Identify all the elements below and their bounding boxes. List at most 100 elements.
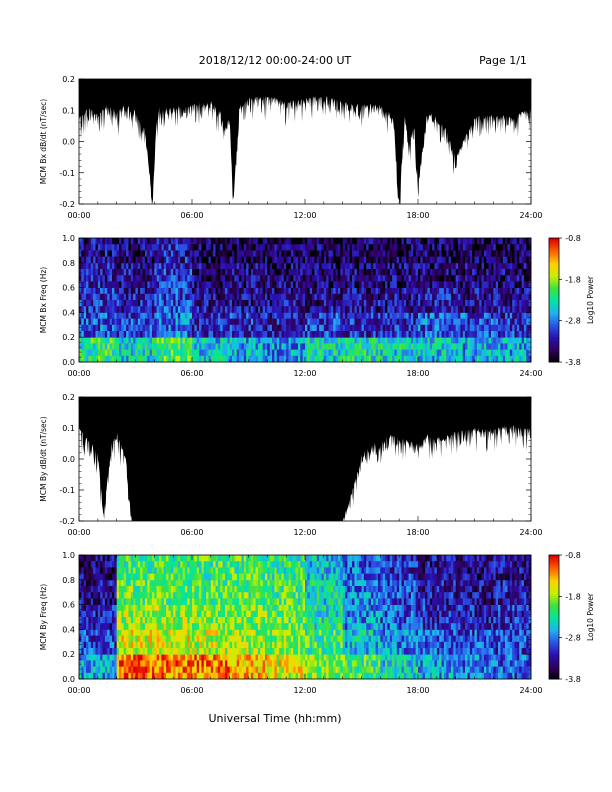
y-tick-label: -0.2 (59, 517, 75, 526)
heatmap-cell (229, 287, 268, 313)
heatmap-cell (267, 579, 306, 605)
x-tick-label: 24:00 (519, 686, 542, 695)
heatmap-cell (380, 629, 419, 655)
heatmap-cell (116, 262, 155, 288)
heatmap-cell (418, 262, 457, 288)
heatmap-cell (305, 604, 344, 630)
page-title: 2018/12/12 00:00-24:00 UT (199, 54, 352, 67)
x-tick-label: 24:00 (519, 528, 542, 537)
colorbar-label: Log10 Power (586, 592, 595, 641)
chart-panel-1 (78, 78, 532, 205)
heatmap-cell (192, 555, 231, 581)
heatmap-cell (418, 312, 457, 338)
chart-panel-4 (78, 554, 562, 680)
heatmap-cell (455, 287, 494, 313)
y-tick-label: 0.2 (62, 333, 75, 342)
heatmap-cell (116, 238, 155, 264)
heatmap-cell (192, 312, 231, 338)
heatmap-cell (418, 287, 457, 313)
y-tick-label: 0.0 (62, 455, 75, 464)
y-tick-label: 0.6 (62, 601, 75, 610)
heatmap-cell (418, 629, 457, 655)
x-tick-label: 00:00 (67, 686, 90, 695)
y-tick-label: 1.0 (62, 234, 75, 243)
heatmap-cell (305, 262, 344, 288)
heatmap-cell (267, 337, 306, 363)
heatmap-cell (229, 312, 268, 338)
y-axis-label: MCM By Freq (Hz) (39, 584, 48, 650)
heatmap-cell (192, 262, 231, 288)
heatmap-cell (229, 579, 268, 605)
y-tick-label: 0.8 (62, 576, 75, 585)
heatmap-cell (493, 238, 532, 264)
heatmap-cell (229, 629, 268, 655)
heatmap-cell (154, 238, 193, 264)
colorbar (549, 238, 559, 363)
heatmap-cell (455, 337, 494, 363)
x-tick-label: 18:00 (406, 528, 429, 537)
signal-trace (79, 79, 531, 204)
heatmap-cell (154, 629, 193, 655)
heatmap-cell (267, 312, 306, 338)
x-tick-label: 12:00 (293, 211, 316, 220)
heatmap-cell (229, 337, 268, 363)
y-tick-label: 0.0 (62, 138, 75, 147)
x-tick-label: 06:00 (180, 686, 203, 695)
colorbar-tick-label: -1.8 (565, 275, 581, 284)
x-tick-label: 18:00 (406, 211, 429, 220)
x-tick-label: 06:00 (180, 211, 203, 220)
heatmap-cell (493, 262, 532, 288)
heatmap-cell (455, 312, 494, 338)
heatmap-cell (229, 238, 268, 264)
colorbar-tick-label: -0.8 (565, 234, 581, 243)
heatmap-cell (79, 604, 118, 630)
heatmap-cell (380, 604, 419, 630)
heatmap-cell (267, 238, 306, 264)
heatmap-cell (493, 629, 532, 655)
colorbar-tick-label: -3.8 (565, 358, 581, 367)
heatmap-cell (79, 579, 118, 605)
heatmap-cell (342, 604, 381, 630)
heatmap-cell (79, 312, 118, 338)
colorbar-tick-label: -3.8 (565, 675, 581, 684)
heatmap-cell (342, 579, 381, 605)
heatmap-cell (418, 579, 457, 605)
heatmap-cell (455, 629, 494, 655)
heatmap-cell (116, 312, 155, 338)
heatmap-cell (267, 555, 306, 581)
heatmap-cell (116, 629, 155, 655)
heatmap-cell (380, 579, 419, 605)
heatmap-cell (79, 654, 118, 680)
x-tick-label: 00:00 (67, 369, 90, 378)
colorbar-label: Log10 Power (586, 275, 595, 324)
heatmap-cell (305, 555, 344, 581)
x-tick-label: 24:00 (519, 211, 542, 220)
heatmap-cell (305, 312, 344, 338)
heatmap-cell (380, 555, 419, 581)
heatmap-cell (305, 629, 344, 655)
y-axis-label: MCM Bx Freq (Hz) (39, 267, 48, 333)
heatmap-cell (192, 604, 231, 630)
x-tick-label: 00:00 (67, 211, 90, 220)
heatmap-cell (267, 654, 306, 680)
heatmap-cell (267, 262, 306, 288)
heatmap-cell (380, 262, 419, 288)
x-tick-label: 24:00 (519, 369, 542, 378)
y-tick-label: 0.0 (62, 358, 75, 367)
heatmap-cell (305, 238, 344, 264)
colorbar-frame (548, 554, 560, 680)
heatmap-cell (493, 337, 532, 363)
heatmap-cell (79, 287, 118, 313)
heatmap-cell (267, 287, 306, 313)
colorbar-tick-label: -1.8 (565, 592, 581, 601)
heatmap-cell (380, 337, 419, 363)
heatmap-cell (154, 262, 193, 288)
heatmap-cell (192, 287, 231, 313)
y-tick-label: 0.1 (62, 106, 75, 115)
x-tick-label: 18:00 (406, 686, 429, 695)
heatmap-cell (267, 604, 306, 630)
y-tick-label: 0.6 (62, 284, 75, 293)
x-tick-label: 06:00 (180, 528, 203, 537)
